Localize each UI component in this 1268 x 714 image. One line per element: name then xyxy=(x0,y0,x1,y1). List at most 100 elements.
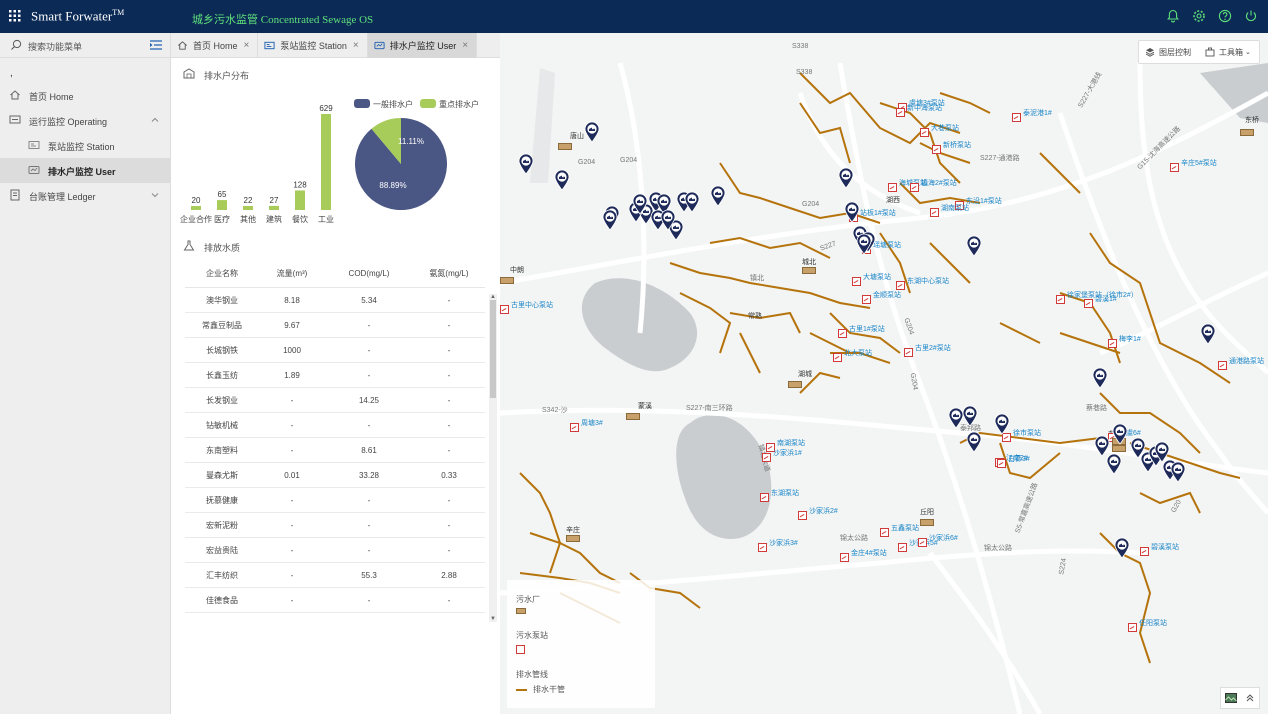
table-row[interactable]: 宏益贵陆 - - - xyxy=(185,538,485,563)
pump-station-label[interactable]: 镇海2#泵站 xyxy=(921,180,957,187)
tab-station[interactable]: 泵站监控 Station × xyxy=(258,33,368,58)
pump-station-marker[interactable] xyxy=(1140,547,1149,556)
pump-station-label[interactable]: 徐市泵站 xyxy=(1013,430,1041,437)
user-pin-icon[interactable] xyxy=(1106,453,1122,475)
pump-station-label[interactable]: 虞塘3#泵站 xyxy=(909,100,945,107)
tab-user[interactable]: 排水户监控 User × xyxy=(367,33,478,58)
sewage-plant-marker[interactable] xyxy=(626,413,640,420)
pump-station-label[interactable]: 北大泵站 xyxy=(844,350,872,357)
sewage-plant-marker[interactable] xyxy=(802,267,816,274)
pump-station-label[interactable]: 瑶塘泵站 xyxy=(873,242,901,249)
pump-station-marker[interactable] xyxy=(918,538,927,547)
power-icon[interactable] xyxy=(1244,9,1258,23)
user-pin-icon[interactable] xyxy=(584,121,600,143)
table-row[interactable]: 长发钢业 - 14.25 - xyxy=(185,388,485,413)
pump-station-marker[interactable] xyxy=(1056,295,1065,304)
pump-station-marker[interactable] xyxy=(880,528,889,537)
sewage-plant-marker[interactable] xyxy=(566,535,580,542)
user-pin-icon[interactable] xyxy=(710,185,726,207)
app-grid-icon[interactable] xyxy=(9,10,21,22)
pump-station-label[interactable]: 沙家浜2# xyxy=(809,508,838,515)
pump-station-label[interactable]: 泰泥港1# xyxy=(1023,110,1052,117)
table-row[interactable]: 长城钢铁 1000 - - xyxy=(185,338,485,363)
menu-item-ledger[interactable]: 台账管理 Ledger xyxy=(0,183,171,208)
user-pin-icon[interactable] xyxy=(844,201,860,223)
pie-slice-1[interactable] xyxy=(371,118,401,164)
table-row[interactable]: 常鑫豆制品 9.67 - - xyxy=(185,313,485,338)
pump-station-label[interactable]: 新中海泵站 xyxy=(907,105,942,112)
pump-station-label[interactable]: 梅李1# xyxy=(1119,336,1141,343)
pump-station-marker[interactable] xyxy=(896,281,905,290)
layer-control-button[interactable]: 图层控制 xyxy=(1139,40,1199,64)
pump-station-marker[interactable] xyxy=(932,145,941,154)
pump-station-label[interactable]: 任阳泵站 xyxy=(1139,620,1167,627)
pump-station-label[interactable]: 沙家浜1# xyxy=(773,450,802,457)
scroll-down-icon[interactable]: ▼ xyxy=(490,616,496,622)
pump-station-label[interactable]: 南湖泵站 xyxy=(777,440,805,447)
help-icon[interactable] xyxy=(1218,9,1232,23)
table-row[interactable]: 汇丰纺织 - 55.3 2.88 xyxy=(185,563,485,588)
close-icon[interactable]: × xyxy=(352,40,359,51)
pump-station-label[interactable]: 碧溪1# xyxy=(1095,296,1117,303)
pump-station-label[interactable]: 金顺泵站 xyxy=(873,292,901,299)
user-pin-icon[interactable] xyxy=(1200,323,1216,345)
pump-station-marker[interactable] xyxy=(1218,361,1227,370)
sewage-plant-marker[interactable] xyxy=(1112,445,1126,452)
pump-station-marker[interactable] xyxy=(1108,339,1117,348)
pump-station-marker[interactable] xyxy=(840,553,849,562)
map-view[interactable]: S338 S227-大港线 G15-沈海高速公路 G204 G204 S227-… xyxy=(500,33,1268,714)
menu-item-home[interactable]: 首页 Home xyxy=(0,83,171,108)
pump-station-label[interactable]: 辛庄5#泵站 xyxy=(1181,160,1217,167)
legend-label[interactable]: 一般排水户 xyxy=(373,99,413,109)
table-row[interactable]: 长鑫玉纺 1.89 - - xyxy=(185,363,485,388)
pie-slice-0[interactable] xyxy=(355,118,447,211)
user-pin-icon[interactable] xyxy=(1112,423,1128,445)
user-pin-icon[interactable] xyxy=(656,193,672,215)
menu-item-user[interactable]: 排水户监控 User xyxy=(0,158,171,183)
table-row[interactable]: 佳德食品 - - - xyxy=(185,588,485,613)
table-row[interactable]: 东南塑料 - 8.61 - xyxy=(185,438,485,463)
table-scrollbar[interactable]: ▲ ▼ xyxy=(489,294,497,622)
pump-station-label[interactable]: 新桥泵站 xyxy=(943,142,971,149)
collapse-menu-icon[interactable] xyxy=(150,40,162,50)
pump-station-label[interactable]: 东湖泵站 xyxy=(771,490,799,497)
pump-station-marker[interactable] xyxy=(898,543,907,552)
user-pin-icon[interactable] xyxy=(518,153,534,175)
column-header-cod[interactable]: COD(mg/L) xyxy=(348,269,390,278)
chevron-up-icon[interactable] xyxy=(150,115,160,125)
pump-station-label[interactable]: 大巷泵站 xyxy=(931,125,959,132)
scroll-up-icon[interactable]: ▲ xyxy=(490,294,496,300)
pump-station-marker[interactable] xyxy=(838,329,847,338)
pump-station-marker[interactable] xyxy=(904,348,913,357)
basemap-switch-icon[interactable] xyxy=(1225,693,1237,703)
table-row[interactable]: 抚慕健康 - - - xyxy=(185,488,485,513)
sewage-plant-marker[interactable] xyxy=(920,519,934,526)
chevron-up-icon[interactable] xyxy=(1245,693,1255,703)
bell-icon[interactable] xyxy=(1166,9,1180,23)
pump-station-label[interactable]: 湖南泵站 xyxy=(941,205,969,212)
user-pin-icon[interactable] xyxy=(1094,435,1110,457)
pump-station-label[interactable]: 大塘泵站 xyxy=(863,274,891,281)
legend-swatch[interactable] xyxy=(354,99,370,108)
pump-station-marker[interactable] xyxy=(1002,433,1011,442)
column-header-name[interactable]: 企业名称 xyxy=(206,269,238,278)
table-row[interactable]: 钻敏机械 - - - xyxy=(185,413,485,438)
user-pin-icon[interactable] xyxy=(838,167,854,189)
sewage-plant-marker[interactable] xyxy=(558,143,572,150)
pump-station-marker[interactable] xyxy=(896,108,905,117)
pump-station-marker[interactable] xyxy=(500,305,509,314)
bar-5[interactable] xyxy=(321,114,331,210)
legend-label[interactable]: 重点排水户 xyxy=(439,99,479,109)
user-pin-icon[interactable] xyxy=(966,431,982,453)
user-pin-icon[interactable] xyxy=(948,407,964,429)
pump-station-marker[interactable] xyxy=(920,128,929,137)
column-header-flow[interactable]: 流量(m³) xyxy=(276,269,308,278)
bar-1[interactable] xyxy=(217,200,227,210)
user-pin-icon[interactable] xyxy=(632,193,648,215)
user-pin-icon[interactable] xyxy=(668,219,684,241)
user-pin-icon[interactable] xyxy=(1092,367,1108,389)
pump-station-label[interactable]: 周塘3# xyxy=(581,420,603,427)
pump-station-marker[interactable] xyxy=(910,183,919,192)
gear-icon[interactable] xyxy=(1192,9,1206,23)
user-pin-icon[interactable] xyxy=(684,191,700,213)
